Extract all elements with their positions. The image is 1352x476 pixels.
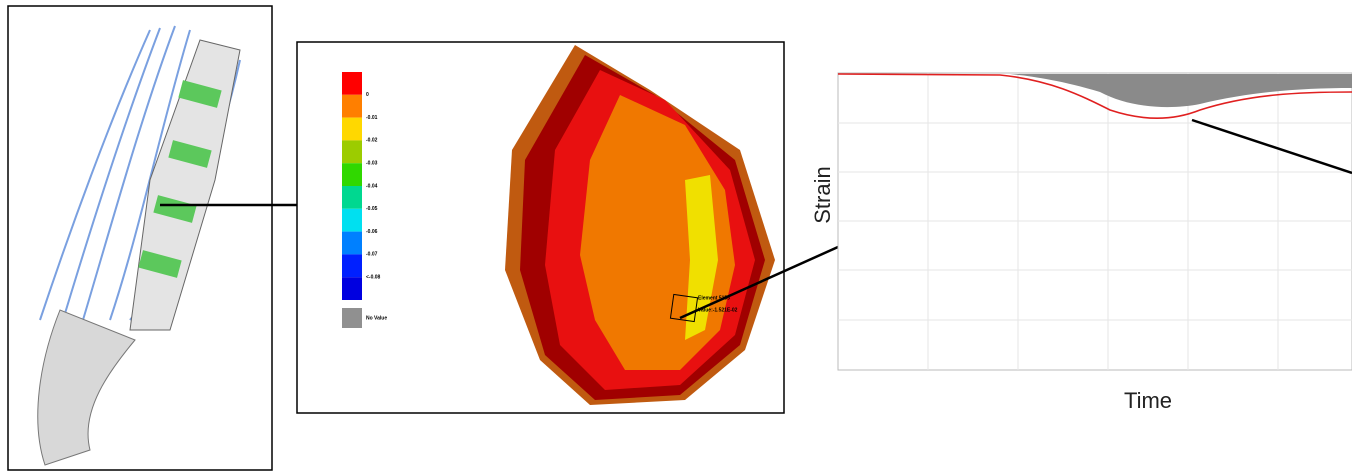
legend-swatch [342, 308, 362, 328]
legend-label: -0.05 [366, 206, 378, 212]
legend-swatch [342, 118, 362, 141]
legend-label: -0.04 [366, 183, 378, 189]
legend-label: -0.07 [366, 252, 378, 258]
legend-swatch [342, 95, 362, 118]
legend-label: 0 [366, 92, 369, 98]
legend-label: -0.03 [366, 161, 378, 167]
legend-swatch [342, 163, 362, 186]
x-axis-label: Time [1124, 388, 1172, 413]
legend-swatch [342, 232, 362, 255]
legend-label: -0.06 [366, 229, 378, 235]
y-axis-label: Strain [810, 166, 835, 223]
legend-label: -0.01 [366, 115, 378, 121]
legend-swatch [342, 140, 362, 163]
legend-label: <-0.08 [366, 275, 381, 281]
figure: 0 -0.01 -0.02 -0.03 -0.04 -0.05 -0.06 -0.07 <-0.… [0, 0, 1352, 476]
legend-swatch [342, 72, 362, 95]
legend-swatch [342, 209, 362, 232]
legend-swatch [342, 277, 362, 300]
legend-label: No Value [366, 315, 387, 321]
legend-swatch [342, 254, 362, 277]
legend-swatch [342, 186, 362, 209]
legend-label: -0.02 [366, 138, 378, 144]
strain-plot [838, 73, 1352, 370]
